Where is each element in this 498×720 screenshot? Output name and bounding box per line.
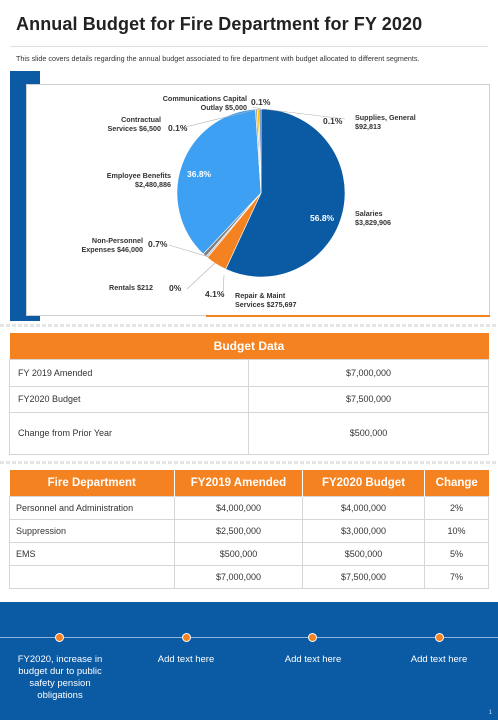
timeline-dot [308, 633, 317, 642]
table-row: Personnel and Administration $4,000,000 … [9, 495, 489, 520]
label-nonpersonnel-line1: Non-Personnel [91, 236, 143, 245]
budget-row-value: $7,500,000 [248, 385, 489, 413]
budget-data-header: Budget Data [9, 333, 489, 359]
table-row: FY2020 Budget $7,500,000 [9, 385, 489, 413]
section-separator-2 [0, 461, 498, 464]
section-separator-1 [0, 324, 498, 327]
label-contractual-line1: Contractual [121, 115, 161, 124]
leader-line [252, 106, 262, 110]
dept-cell [9, 564, 175, 589]
dept-header-row: Fire Department FY2019 Amended FY2020 Bu… [9, 470, 489, 496]
pct-communications: 0.1% [251, 97, 271, 107]
dept-cell: 7% [424, 564, 489, 589]
pct-repair: 4.1% [205, 289, 225, 299]
label-salaries-line1: Salaries [355, 209, 383, 218]
budget-data-table: Budget Data FY 2019 Amended $7,000,000 F… [9, 333, 489, 455]
dept-header-fy2019: FY2019 Amended [174, 470, 303, 496]
dept-cell: $500,000 [174, 541, 303, 566]
dept-cell: $4,000,000 [302, 495, 425, 520]
footer-text-4: Add text here [410, 654, 468, 665]
dept-cell: $3,000,000 [302, 518, 425, 543]
label-repair-line1: Repair & Maint [235, 291, 286, 300]
pie-slice-employee-benefits [176, 108, 262, 255]
page-subtitle: This slide covers details regarding the … [16, 54, 420, 63]
budget-data-header-row: Budget Data [9, 333, 489, 359]
budget-row-value: $7,000,000 [248, 358, 489, 387]
footer-text-1: FY2020, increase in budget dur to public… [17, 654, 103, 701]
label-communications: Communications Capital Outlay $5,000 [147, 94, 247, 112]
dept-cell: Suppression [9, 518, 175, 543]
leader-line [180, 108, 260, 129]
label-salaries: Salaries $3,829,906 [355, 209, 391, 227]
chart-panel: Communications Capital Outlay $5,000 0.1… [26, 84, 490, 316]
label-benefits-line2: $2,480,886 [135, 180, 171, 189]
label-communications-line2: Outlay $5,000 [200, 103, 247, 112]
page-number: 1 [488, 710, 492, 716]
page-title: Annual Budget for Fire Department for FY… [16, 14, 423, 34]
table-row: Change from Prior Year $500,000 [9, 411, 489, 455]
dept-cell: 10% [424, 518, 489, 543]
dept-header-fy2020: FY2020 Budget [302, 470, 425, 496]
leader-line [186, 262, 216, 290]
dept-cell: EMS [9, 541, 175, 566]
footer-panel [0, 602, 498, 720]
pie-chart [168, 106, 346, 298]
timeline-dot [55, 633, 64, 642]
budget-row-label: FY2020 Budget [9, 385, 249, 413]
footer-text-2: Add text here [157, 654, 215, 665]
budget-row-label: Change from Prior Year [9, 411, 249, 455]
label-benefits: Employee Benefits $2,480,886 [67, 171, 171, 189]
label-nonpersonnel-line2: Expenses $46,000 [81, 245, 143, 254]
label-benefits-line1: Employee Benefits [106, 171, 171, 180]
label-communications-line1: Communications Capital [162, 94, 247, 103]
timeline-dot [435, 633, 444, 642]
dept-cell: 5% [424, 541, 489, 566]
table-row: EMS $500,000 $500,000 5% [9, 541, 489, 566]
table-row: $7,000,000 $7,500,000 7% [9, 564, 489, 589]
pct-contractual: 0.1% [168, 123, 188, 133]
pct-benefits: 36.8% [187, 169, 212, 179]
dept-cell: 2% [424, 495, 489, 520]
label-salaries-line2: $3,829,906 [355, 218, 391, 227]
dept-header-department: Fire Department [9, 470, 175, 496]
dept-cell: $2,500,000 [174, 518, 303, 543]
leader-line [222, 274, 225, 298]
label-contractual-line2: Services $6,500 [107, 124, 161, 133]
dept-cell: $7,500,000 [302, 564, 425, 589]
pct-supplies: 0.1% [323, 116, 343, 126]
timeline-line [0, 637, 498, 638]
table-row: FY 2019 Amended $7,000,000 [9, 358, 489, 387]
label-nonpersonnel: Non-Personnel Expenses $46,000 [57, 236, 143, 254]
table-row: Suppression $2,500,000 $3,000,000 10% [9, 518, 489, 543]
budget-row-label: FY 2019 Amended [9, 358, 249, 387]
fire-department-table: Fire Department FY2019 Amended FY2020 Bu… [9, 470, 489, 589]
dept-cell: Personnel and Administration [9, 495, 175, 520]
label-repair: Repair & Maint Services $275,697 [235, 291, 297, 309]
label-rentals: Rentals $212 [109, 283, 153, 292]
dept-header-change: Change [424, 470, 489, 496]
title-divider [10, 46, 488, 47]
leader-line [168, 244, 210, 258]
dept-cell: $4,000,000 [174, 495, 303, 520]
label-supplies-line1: Supplies, General [355, 113, 416, 122]
label-supplies-line2: $92,813 [355, 122, 381, 131]
pct-nonpersonnel: 0.7% [148, 239, 168, 249]
budget-row-value: $500,000 [248, 411, 489, 455]
pct-rentals: 0% [169, 283, 182, 293]
pie-slice-salaries [225, 108, 346, 278]
dept-cell: $500,000 [302, 541, 425, 566]
label-contractual: Contractual Services $6,500 [67, 115, 161, 133]
label-supplies: Supplies, General $92,813 [355, 113, 416, 131]
label-repair-line2: Services $275,697 [235, 300, 297, 309]
chart-orange-underline [206, 315, 490, 317]
dept-cell: $7,000,000 [174, 564, 303, 589]
timeline-dot [182, 633, 191, 642]
footer-text-3: Add text here [284, 654, 342, 665]
leader-line [262, 108, 346, 120]
pct-salaries: 56.8% [310, 213, 335, 223]
